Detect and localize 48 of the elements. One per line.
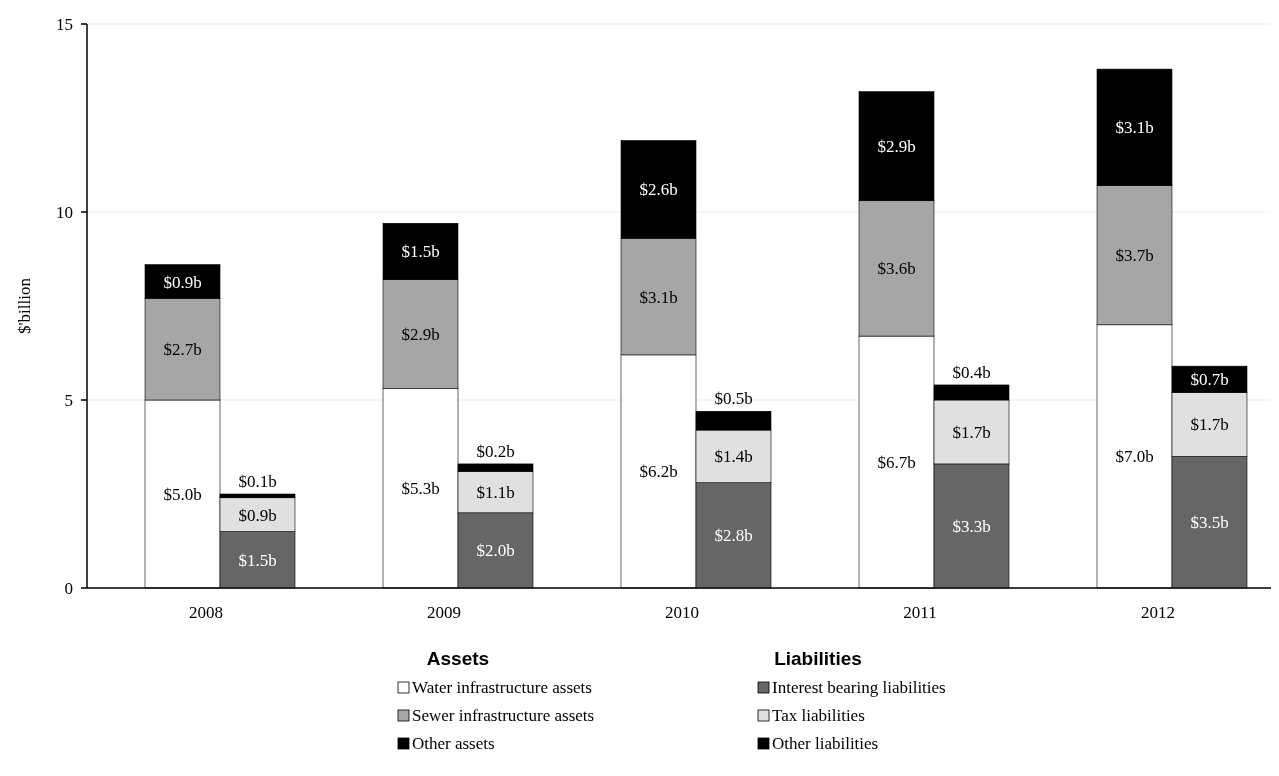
data-label: $5.3b: [401, 479, 440, 499]
legend-label: Interest bearing liabilities: [772, 678, 946, 697]
x-tick-label: 2010: [665, 603, 699, 622]
y-tick-label: 10: [56, 203, 73, 222]
data-label: $1.7b: [952, 422, 991, 442]
data-label: $3.6b: [877, 259, 916, 279]
data-label: $0.2b: [476, 441, 515, 461]
data-label: $0.7b: [1190, 370, 1229, 390]
data-label: $7.0b: [1115, 447, 1154, 467]
data-label: $0.1b: [238, 472, 277, 491]
data-label: $2.0b: [476, 541, 515, 561]
data-label: $6.7b: [877, 453, 916, 473]
data-label: $2.8b: [714, 526, 753, 546]
legend-label: Other assets: [412, 734, 495, 753]
x-tick-label: 2012: [1141, 603, 1175, 622]
data-label: $3.1b: [639, 287, 678, 307]
data-label: $1.5b: [238, 550, 277, 570]
x-tick-label: 2008: [189, 603, 223, 622]
data-label: $1.7b: [1190, 415, 1229, 435]
legend-label: Water infrastructure assets: [412, 678, 592, 697]
data-label: $1.1b: [476, 483, 515, 503]
data-label: $2.9b: [877, 137, 916, 157]
data-label: $6.2b: [639, 462, 678, 482]
data-label: $1.4b: [714, 447, 753, 467]
data-label: $2.9b: [401, 325, 440, 345]
data-label: $0.5b: [714, 389, 753, 409]
data-label: $1.5b: [401, 242, 440, 262]
y-tick-label: 0: [64, 579, 73, 598]
data-label: $2.7b: [163, 340, 202, 360]
legend-title: Assets: [426, 648, 490, 669]
legend-label: Tax liabilities: [772, 706, 865, 725]
data-label: $3.5b: [1190, 513, 1229, 533]
data-label: $3.3b: [952, 516, 991, 536]
y-tick-label: 15: [56, 15, 73, 34]
data-label: $0.9b: [163, 272, 202, 292]
data-label: $0.9b: [238, 505, 277, 525]
legend-label: Other liabilities: [772, 734, 879, 753]
y-axis-title: $'billion: [15, 277, 34, 334]
legend-title: Liabilities: [774, 648, 862, 669]
legend-label: Sewer infrastructure assets: [412, 706, 595, 725]
y-tick-label: 5: [64, 391, 73, 410]
data-label: $3.7b: [1115, 246, 1154, 266]
data-label: $5.0b: [163, 485, 202, 504]
data-label: $3.1b: [1115, 118, 1154, 138]
data-label: $2.6b: [639, 180, 678, 200]
x-tick-label: 2009: [427, 603, 461, 622]
data-label: $0.4b: [952, 362, 991, 382]
x-tick-label: 2011: [903, 603, 937, 622]
